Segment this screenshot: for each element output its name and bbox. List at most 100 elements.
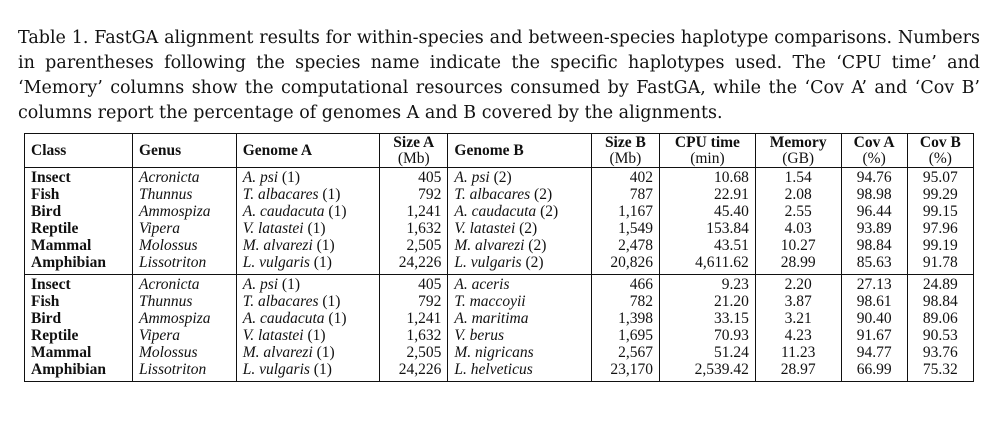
haplotype-label: (1)	[313, 254, 332, 271]
cell-size-a: 1,241	[379, 203, 449, 220]
table-caption: Table 1. FastGA alignment results for wi…	[18, 27, 980, 123]
cell-size-a: 1,632	[379, 327, 449, 344]
haplotype-label: (2)	[534, 186, 553, 203]
cell-genus: Vipera	[132, 220, 237, 237]
cell-cov-a: 98.84	[840, 237, 908, 254]
header-row: Class Genus Genome A Size A (Mb) Genome …	[24, 133, 975, 168]
cell-cov-a: 98.61	[840, 293, 908, 310]
header-genome-b: Genome B	[447, 133, 592, 168]
cell-genome-a: T. albacares (1)	[235, 293, 381, 310]
cell-class: Insect	[24, 167, 133, 186]
header-cpu-time: CPU time (min)	[659, 133, 756, 168]
cell-memory: 3.21	[754, 310, 842, 327]
cell-cpu-time: 9.23	[659, 274, 756, 293]
cell-size-a: 792	[379, 186, 449, 203]
cell-class: Amphibian	[24, 254, 133, 275]
cell-cpu-time: 33.15	[659, 310, 756, 327]
cell-size-a: 24,226	[379, 361, 449, 382]
cell-memory: 11.23	[754, 344, 842, 361]
table-row: Insect Acronicta A. psi (1) 405 A. psi (2) 40…	[24, 167, 975, 186]
cell-class: Bird	[24, 310, 133, 327]
cell-cov-b: 24.89	[906, 274, 975, 293]
cell-cpu-time: 21.20	[659, 293, 756, 310]
haplotype-label: (1)	[281, 276, 300, 293]
cell-genome-b: V. berus	[447, 327, 592, 344]
table-row: Bird Ammospiza A. caudacuta (1) 1,241 A. mar…	[24, 310, 975, 327]
cell-size-a: 2,505	[379, 237, 449, 254]
header-size-a-label: Size A	[393, 134, 435, 151]
cell-cov-b: 99.15	[906, 203, 975, 220]
haplotype-label: (1)	[328, 310, 347, 327]
cell-cov-b: 90.53	[906, 327, 975, 344]
cell-cov-b: 99.19	[906, 237, 975, 254]
header-cov-a-label: Cov A	[853, 134, 895, 151]
species-name: L. helveticus	[454, 361, 533, 378]
cell-cov-b: 98.84	[906, 293, 975, 310]
haplotype-label: (1)	[307, 327, 326, 344]
cell-genome-b: A. maritima	[447, 310, 592, 327]
cell-cov-a: 90.40	[840, 310, 908, 327]
header-size-a: Size A (Mb)	[379, 133, 449, 168]
cell-cpu-time: 153.84	[659, 220, 756, 237]
cell-memory: 4.03	[754, 220, 842, 237]
cell-genome-a: V. latastei (1)	[235, 220, 381, 237]
cell-cpu-time: 10.68	[659, 167, 756, 186]
cell-size-b: 1,398	[590, 310, 661, 327]
cell-cov-a: 94.77	[840, 344, 908, 361]
cell-genome-b: L. helveticus	[447, 361, 592, 382]
cell-cov-a: 93.89	[840, 220, 908, 237]
species-name: L. vulgaris	[242, 254, 310, 271]
header-cov-b-unit: (%)	[928, 150, 952, 167]
cell-genome-b: V. latastei (2)	[447, 220, 592, 237]
cell-size-b: 2,478	[590, 237, 661, 254]
header-cov-b: Cov B (%)	[906, 133, 975, 168]
header-size-b: Size B (Mb)	[590, 133, 661, 168]
cell-cov-b: 99.29	[906, 186, 975, 203]
cell-genus: Acronicta	[132, 274, 237, 293]
species-name: T. albacares	[242, 186, 319, 203]
cell-genome-b: A. aceris	[447, 274, 592, 293]
cell-genus: Ammospiza	[132, 203, 237, 220]
species-name: V. berus	[454, 327, 505, 344]
header-cov-a: Cov A (%)	[840, 133, 908, 168]
cell-genome-b: M. alvarezi (2)	[447, 237, 592, 254]
species-name: T. albacares	[454, 186, 531, 203]
species-name: A. psi	[242, 169, 279, 186]
haplotype-label: (1)	[313, 361, 332, 378]
species-name: A. caudacuta	[242, 310, 325, 327]
species-name: V. latastei	[242, 327, 304, 344]
species-name: T. albacares	[242, 293, 319, 310]
cell-cov-b: 95.07	[906, 167, 975, 186]
cell-genome-a: T. albacares (1)	[235, 186, 381, 203]
cell-cpu-time: 4,611.62	[659, 254, 756, 275]
species-name: V. latastei	[454, 220, 516, 237]
cell-class: Bird	[24, 203, 133, 220]
cell-size-b: 402	[590, 167, 661, 186]
table-row: Reptile Vipera V. latastei (1) 1,632 V. beru…	[24, 327, 975, 344]
cell-size-a: 405	[379, 274, 449, 293]
cell-genome-b: T. maccoyii	[447, 293, 592, 310]
species-name: A. caudacuta	[242, 203, 325, 220]
haplotype-label: (2)	[528, 237, 547, 254]
cell-memory: 3.87	[754, 293, 842, 310]
cell-genome-a: A. psi (1)	[235, 167, 381, 186]
species-name: A. caudacuta	[454, 203, 537, 220]
haplotype-label: (2)	[493, 169, 512, 186]
cell-cpu-time: 22.91	[659, 186, 756, 203]
header-cpu-time-unit: (min)	[690, 150, 725, 167]
cell-class: Fish	[24, 293, 133, 310]
header-size-b-label: Size B	[604, 134, 646, 151]
cell-class: Amphibian	[24, 361, 133, 382]
cell-cov-a: 66.99	[840, 361, 908, 382]
cell-genome-a: A. caudacuta (1)	[235, 203, 381, 220]
cell-genome-a: A. psi (1)	[235, 274, 381, 293]
cell-genus: Thunnus	[132, 186, 237, 203]
table-header: Class Genus Genome A Size A (Mb) Genome …	[24, 133, 975, 168]
table-row: Fish Thunnus T. albacares (1) 792 T. maccoyi…	[24, 293, 975, 310]
cell-cpu-time: 2,539.42	[659, 361, 756, 382]
results-table: Class Genus Genome A Size A (Mb) Genome …	[24, 133, 975, 382]
cell-memory: 4.23	[754, 327, 842, 344]
cell-genome-b: M. nigricans	[447, 344, 592, 361]
haplotype-label: (1)	[281, 169, 300, 186]
species-name: A. maritima	[454, 310, 529, 327]
